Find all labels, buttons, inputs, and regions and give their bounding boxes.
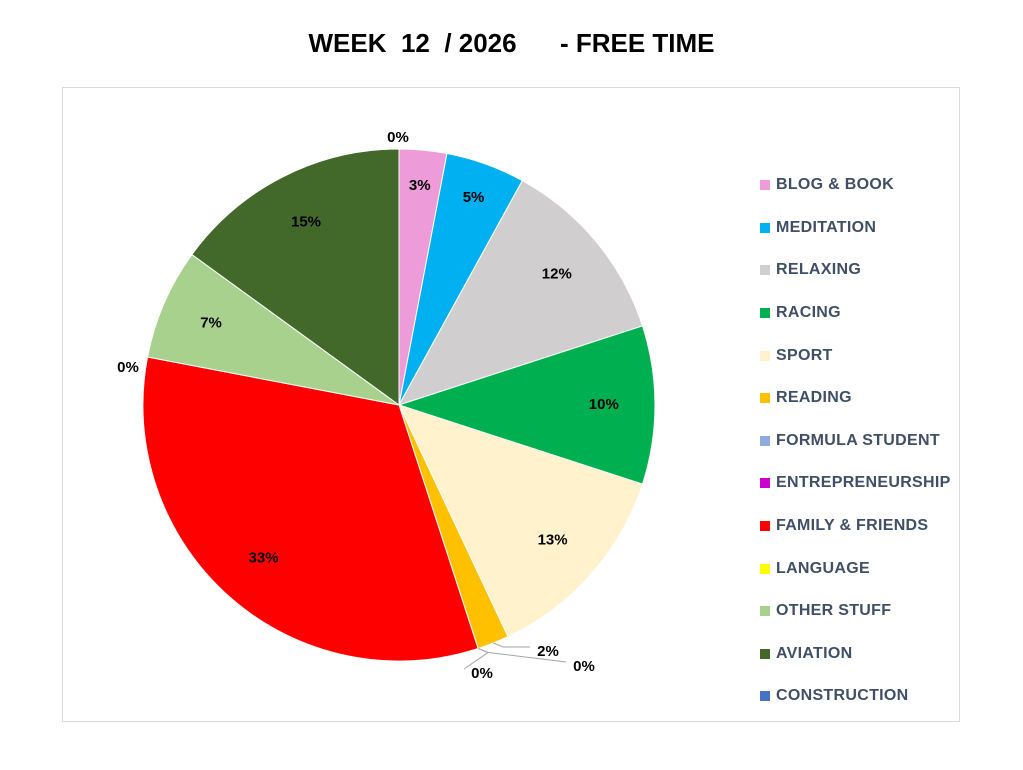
legend-label: CONSTRUCTION bbox=[776, 687, 909, 705]
legend-item-language: LANGUAGE bbox=[760, 547, 951, 590]
legend-item-family-friends: FAMILY & FRIENDS bbox=[760, 505, 951, 548]
legend-swatch bbox=[760, 563, 770, 574]
data-label-family-friends: 33% bbox=[249, 550, 279, 567]
legend-swatch bbox=[760, 180, 770, 191]
pie-slice-racing bbox=[397, 325, 656, 485]
legend-label: SPORT bbox=[776, 346, 833, 364]
legend-swatch bbox=[760, 393, 770, 404]
legend-label: LANGUAGE bbox=[776, 559, 870, 577]
legend-label: FORMULA STUDENT bbox=[776, 431, 940, 449]
legend-swatch bbox=[760, 478, 770, 489]
legend-swatch bbox=[760, 350, 770, 361]
legend-swatch bbox=[760, 222, 770, 233]
legend-item-meditation: MEDITATION bbox=[760, 207, 951, 250]
legend-swatch bbox=[760, 521, 770, 532]
chart-area-frame bbox=[62, 87, 960, 722]
data-label-meditation: 5% bbox=[463, 189, 485, 206]
legend-label: MEDITATION bbox=[776, 218, 877, 236]
data-label-entrepreneurship: 0% bbox=[471, 665, 493, 682]
legend-item-reading: READING bbox=[760, 377, 951, 420]
leader-line-reading bbox=[493, 642, 531, 648]
legend-swatch bbox=[760, 308, 770, 319]
legend-label: ENTREPRENEURSHIP bbox=[776, 474, 951, 492]
data-label-sport: 13% bbox=[538, 531, 568, 548]
legend-label: AVIATION bbox=[776, 644, 853, 662]
legend-label: RELAXING bbox=[776, 261, 862, 279]
pie-slice-family-friends bbox=[142, 356, 479, 662]
legend-swatch bbox=[760, 648, 770, 659]
legend-label: RACING bbox=[776, 304, 841, 322]
legend-item-sport: SPORT bbox=[760, 334, 951, 377]
legend-item-other-stuff: OTHER STUFF bbox=[760, 590, 951, 633]
data-label-construction: 0% bbox=[387, 129, 409, 146]
legend-item-relaxing: RELAXING bbox=[760, 249, 951, 292]
pie-slice-other-stuff bbox=[146, 253, 400, 406]
legend-label: FAMILY & FRIENDS bbox=[776, 517, 929, 535]
legend-label: BLOG & BOOK bbox=[776, 176, 894, 194]
data-label-aviation: 15% bbox=[291, 213, 321, 230]
data-label-formula-student: 0% bbox=[573, 658, 595, 675]
data-label-other-stuff: 7% bbox=[200, 315, 222, 332]
legend-item-racing: RACING bbox=[760, 292, 951, 335]
data-label-blog-book: 3% bbox=[409, 177, 431, 194]
legend-item-construction: CONSTRUCTION bbox=[760, 675, 951, 718]
legend-label: READING bbox=[776, 389, 852, 407]
data-label-racing: 10% bbox=[589, 396, 619, 413]
data-label-reading: 2% bbox=[537, 643, 559, 660]
legend-swatch bbox=[760, 435, 770, 446]
chart-legend: BLOG & BOOK MEDITATION RELAXING RACING SPORT… bbox=[760, 164, 951, 718]
legend-label: OTHER STUFF bbox=[776, 602, 892, 620]
legend-swatch bbox=[760, 691, 770, 702]
legend-swatch bbox=[760, 265, 770, 276]
pie-slice-aviation bbox=[191, 148, 400, 406]
data-label-language: 0% bbox=[117, 359, 139, 376]
legend-swatch bbox=[760, 606, 770, 617]
data-label-relaxing: 12% bbox=[542, 265, 572, 282]
pie-slice-relaxing bbox=[397, 179, 644, 406]
leader-line-entrepreneurship bbox=[463, 648, 490, 670]
pie-slice-sport bbox=[398, 404, 644, 638]
legend-item-entrepreneurship: ENTREPRENEURSHIP bbox=[760, 462, 951, 505]
chart-title: WEEK 12 / 2026 - FREE TIME bbox=[308, 28, 715, 58]
legend-item-aviation: AVIATION bbox=[760, 633, 951, 676]
legend-item-blog-book: BLOG & BOOK bbox=[760, 164, 951, 207]
legend-item-formula-student: FORMULA STUDENT bbox=[760, 420, 951, 463]
